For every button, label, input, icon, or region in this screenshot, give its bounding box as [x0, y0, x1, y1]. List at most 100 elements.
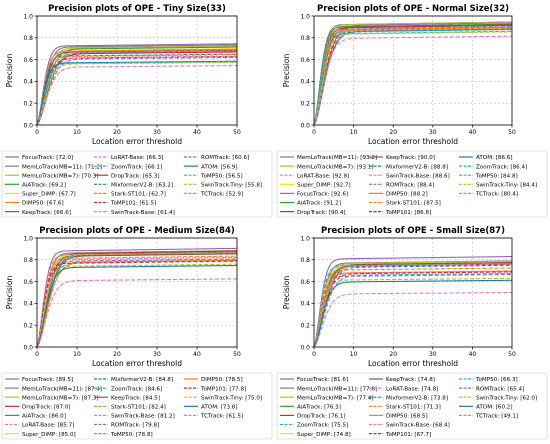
series-line-10	[313, 26, 513, 126]
x-tick-label: 10	[350, 129, 358, 136]
y-tick-label: 0.8	[23, 35, 33, 42]
chart-title: Precision plots of OPE - Medium Size(84)	[39, 226, 235, 236]
series-line-13	[36, 55, 238, 126]
x-tick-label: 20	[389, 351, 397, 358]
legend-entry-15: ToMP50: [66.3]	[475, 377, 518, 383]
x-tick-label: 10	[350, 351, 358, 358]
y-tick-label: 0.4	[23, 79, 33, 86]
legend-entry-5: Super_DiMP: [67.7]	[22, 192, 76, 198]
y-tick-label: 1.0	[23, 235, 33, 242]
x-axis-label: Location error threshold	[368, 137, 458, 146]
y-tick-label: 0.6	[23, 279, 33, 286]
y-tick-label: 1.0	[300, 13, 310, 20]
legend-entry-11: ROMTrack: [88.4]	[386, 183, 434, 189]
legend-entry-6: DiMP50: [67.6]	[22, 201, 64, 207]
legend-entry-18: SwinTrack-Tiny: [55.8]	[201, 183, 262, 189]
legend-entry-7: Super_DiMP: [85.0]	[22, 432, 76, 438]
series-line-3	[313, 260, 513, 348]
legend-box	[1, 150, 273, 218]
series-line-18	[313, 279, 513, 348]
series-line-13	[313, 270, 513, 348]
series-line-5	[313, 22, 513, 126]
y-tick-label: 0.6	[23, 57, 33, 64]
legend-entry-8: LoRAT-Base: [66.3]	[111, 155, 163, 161]
legend-entry-8: MixformerV2-B: [84.8]	[111, 377, 173, 383]
legend-entry-2: MemLoTrack(MB=11): [71.2]	[22, 164, 102, 170]
x-tick-label: 50	[508, 351, 516, 358]
legend-entry-9: MixformerV2-B: [88.8]	[386, 164, 448, 170]
y-axis-label: Precision	[5, 276, 14, 310]
series-line-19	[313, 291, 513, 348]
y-tick-label: 0.6	[300, 279, 310, 286]
series-line-7	[313, 263, 513, 348]
x-tick-label: 20	[389, 129, 397, 136]
series-line-5	[36, 48, 238, 126]
legend-entry-16: ZoomTrack: [86.4]	[476, 164, 527, 170]
x-axis-label: Location error threshold	[92, 137, 182, 146]
series-line-8	[36, 50, 238, 126]
series-line-6	[36, 48, 238, 126]
series-line-14	[36, 55, 238, 126]
series-line-13	[36, 258, 238, 348]
series-line-4	[36, 46, 238, 126]
legend-entry-14: ToMP50: [78.8]	[110, 432, 153, 438]
series-line-4	[36, 250, 238, 348]
legend-entry-14: ToMP101: [86.8]	[385, 210, 431, 216]
series-line-18	[36, 264, 238, 348]
x-tick-label: 20	[113, 351, 121, 358]
series-line-10	[36, 51, 238, 126]
legend-entry-12: Stark-ST101: [62.7]	[111, 192, 166, 198]
legend-entry-4: DropTrack: [87.0]	[22, 405, 71, 411]
chart-panel-2: Precision plots of OPE - Normal Size(32)…	[276, 4, 548, 218]
legend-entry-19: TCTrack: [49.1]	[475, 414, 518, 420]
y-tick-label: 0.2	[300, 323, 310, 330]
series-line-11	[313, 267, 513, 348]
legend-entry-2: MemLoTrack(MB=7): [93.1]	[297, 164, 374, 170]
legend-box	[1, 372, 273, 440]
x-tick-label: 40	[469, 351, 477, 358]
series-line-15	[313, 28, 513, 126]
series-line-16	[313, 28, 513, 126]
series-line-12	[36, 54, 238, 126]
y-tick-label: 0.2	[23, 101, 33, 108]
series-line-8	[36, 252, 238, 348]
x-tick-label: 40	[193, 129, 201, 136]
series-line-6	[313, 23, 513, 126]
legend-entry-15: ATOM: [86.6]	[476, 155, 513, 161]
series-line-14	[313, 28, 513, 126]
series-line-17	[36, 263, 238, 348]
legend-entry-18: ATOM: [60.2]	[476, 405, 513, 411]
legend-entry-2: MemLoTrack(MB=11): [77.8]	[297, 386, 377, 392]
y-tick-label: 0.8	[300, 35, 310, 42]
legend-entry-12: SwinTrack-Base: [81.2]	[111, 414, 175, 420]
legend-entry-6: LoRAT-Base: [85.7]	[22, 423, 74, 429]
y-tick-label: 1.0	[23, 13, 33, 20]
legend-entry-9: ZoomTrack: [84.6]	[111, 386, 162, 392]
legend-entry-17: ToMP50: [84.8]	[475, 173, 518, 179]
series-line-2	[313, 260, 513, 348]
y-tick-label: 0.0	[300, 122, 310, 129]
legend-entry-9: LoRAT-Base: [74.8]	[386, 386, 438, 392]
legend-entry-8: KeepTrack: [74.8]	[386, 377, 435, 383]
series-line-2	[313, 21, 513, 126]
series-line-19	[36, 278, 238, 348]
y-tick-label: 0.0	[23, 344, 33, 351]
legend-entry-14: SwinTrack-Base: [61.4]	[111, 210, 175, 216]
chart-title: Precision plots of OPE - Tiny Size(33)	[48, 4, 226, 14]
y-tick-label: 0.0	[23, 122, 33, 129]
series-line-9	[36, 253, 238, 348]
legend-entry-13: Stark-ST101: [87.5]	[386, 201, 441, 207]
chart-title: Precision plots of OPE - Normal Size(32)	[317, 4, 509, 14]
legend-entry-7: DropTrack: [90.4]	[297, 210, 346, 216]
legend-entry-13: ROMTrack: [79.8]	[111, 423, 159, 429]
y-axis-label: Precision	[282, 276, 291, 310]
legend-entry-13: SwinTrack-Base: [68.4]	[386, 423, 450, 429]
series-line-15	[313, 272, 513, 348]
legend-entry-11: Stark-ST101: [71.3]	[386, 405, 441, 411]
legend-entry-16: ToMP101: [77.8]	[200, 386, 246, 392]
legend-entry-17: SwinTrack-Tiny: [62.0]	[476, 395, 537, 401]
chart-title: Precision plots of OPE - Small Size(87)	[321, 226, 505, 236]
legend-entry-1: FocusTrack: [89.5]	[22, 377, 73, 383]
x-tick-label: 30	[153, 129, 161, 136]
legend-entry-11: Stark-ST101: [82.4]	[111, 405, 166, 411]
